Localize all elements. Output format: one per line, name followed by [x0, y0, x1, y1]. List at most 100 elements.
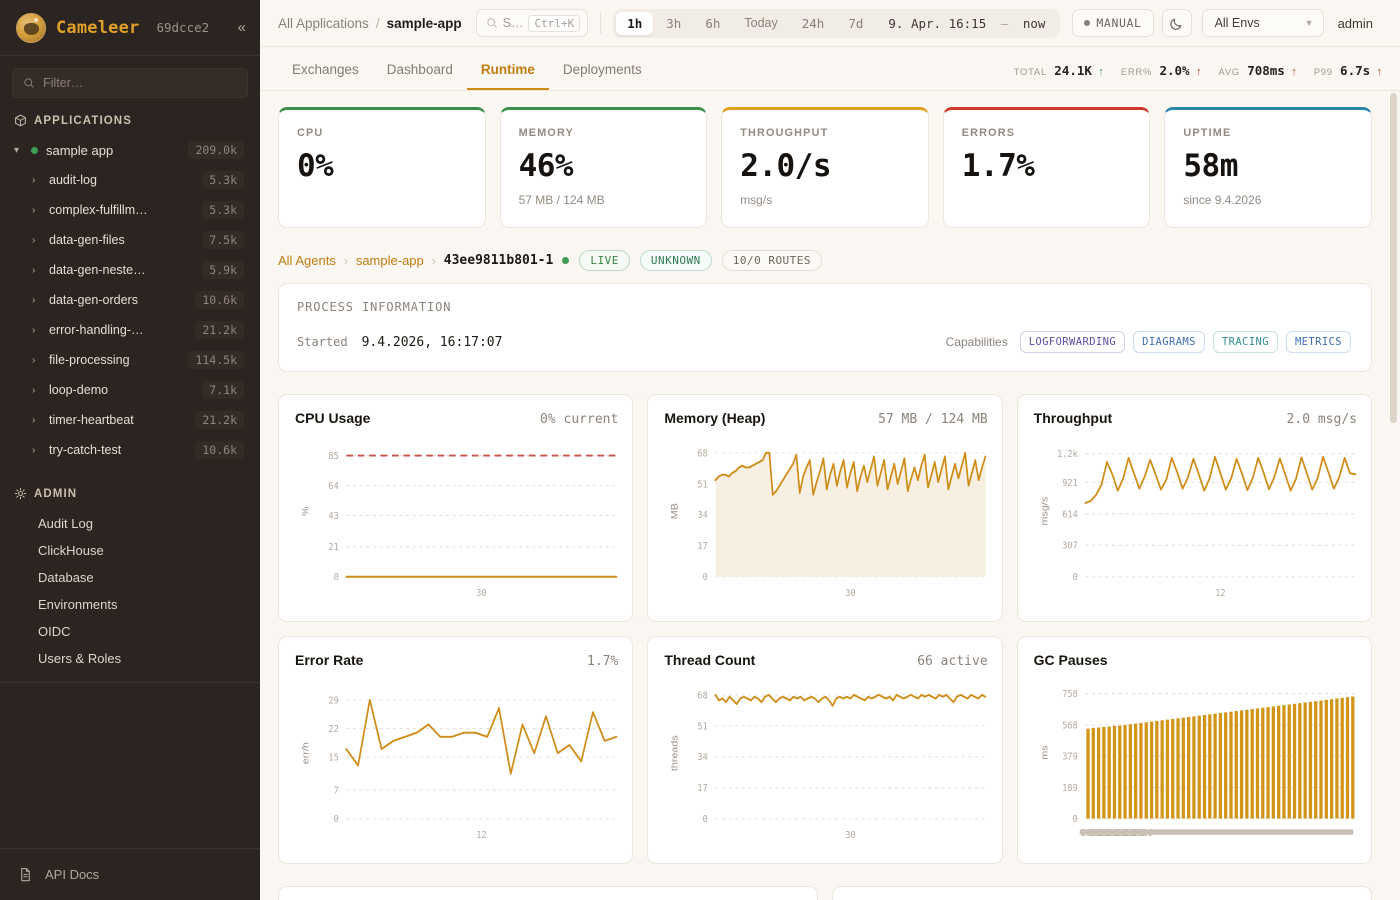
- sidebar-divider: [0, 682, 260, 683]
- sidebar-item-clickhouse[interactable]: ClickHouse: [38, 543, 104, 558]
- agent-id: 43ee9811b801-1: [443, 253, 554, 268]
- absolute-range[interactable]: 9. Apr. 16:15 – now: [876, 12, 1057, 35]
- svg-text:568: 568: [1062, 720, 1077, 732]
- process-information-row: Started 9.4.2026, 16:17:07 Capabilities …: [297, 331, 1351, 353]
- status-dot: [31, 146, 38, 154]
- environment-select[interactable]: All Envs ▼: [1201, 9, 1324, 37]
- sidebar-item-environments[interactable]: Environments: [38, 597, 118, 612]
- status-badge-routes[interactable]: 10/0 ROUTES: [721, 250, 823, 271]
- document-icon: [21, 867, 30, 882]
- sidebar-item-api-docs[interactable]: API Docs: [0, 848, 260, 900]
- tree-row-data-gen-nested[interactable]: › data-gen-neste… 5.9k: [10, 255, 250, 285]
- tree-row-error-handling[interactable]: › error-handling-… 21.2k: [10, 315, 250, 345]
- refresh-mode-button[interactable]: MANUAL: [1072, 9, 1154, 37]
- stat-label: P99: [1313, 67, 1333, 78]
- kpi-card-throughput: THROUGHPUT 2.0/s msg/s: [721, 107, 929, 228]
- tab-dashboard[interactable]: Dashboard: [386, 62, 453, 77]
- chart-plot-gc-pauses: 0189379568758ms2026202620262026202620262…: [1034, 678, 1357, 851]
- stat-label: AVG: [1218, 67, 1240, 78]
- tab-exchanges[interactable]: Exchanges: [292, 62, 359, 77]
- range-dash: –: [1000, 15, 1009, 31]
- status-badge-live[interactable]: LIVE: [579, 250, 630, 271]
- sidebar-item-oidc[interactable]: OIDC: [38, 624, 71, 639]
- tree-row-file-processing[interactable]: › file-processing 114.5k: [10, 345, 250, 375]
- capabilities-label: Capabilities: [945, 335, 1008, 349]
- chevron-right-icon: ›: [32, 354, 36, 366]
- tree-row-audit-log[interactable]: › audit-log 5.3k: [10, 165, 250, 195]
- theme-toggle-button[interactable]: [1161, 9, 1192, 37]
- svg-text:ms: ms: [1039, 745, 1049, 759]
- status-badge-unknown[interactable]: UNKNOWN: [639, 250, 712, 271]
- global-search[interactable]: S… Ctrl+K: [475, 9, 589, 37]
- vertical-scrollbar[interactable]: [1390, 93, 1397, 870]
- tree-label: data-gen-orders: [49, 293, 138, 307]
- tree-row-loop-demo[interactable]: › loop-demo 7.1k: [10, 375, 250, 405]
- tree-row-try-catch-test[interactable]: › try-catch-test 10.6k: [10, 435, 250, 465]
- range-6h[interactable]: 6h: [705, 15, 721, 31]
- search-icon: [486, 18, 497, 28]
- tree-row-sample-app[interactable]: ▾ sample app 209.0k: [10, 135, 250, 165]
- tree-row-data-gen-files[interactable]: › data-gen-files 7.5k: [10, 225, 250, 255]
- user-menu[interactable]: admin: [1337, 15, 1373, 31]
- search-placeholder: S…: [502, 16, 524, 30]
- svg-text:29: 29: [328, 696, 338, 707]
- svg-text:34: 34: [698, 753, 709, 764]
- tab-deployments[interactable]: Deployments: [562, 62, 642, 77]
- chevron-right-icon: ›: [32, 444, 36, 456]
- filter-box[interactable]: [12, 68, 248, 98]
- kpi-card-cpu: CPU 0%: [278, 107, 486, 228]
- tree-count: 114.5k: [188, 351, 244, 369]
- kpi-sub: since 9.4.2026: [1183, 193, 1262, 207]
- capability-tracing[interactable]: TRACING: [1212, 331, 1278, 353]
- tree-row-complex-fulfillment[interactable]: › complex-fulfillm… 5.3k: [10, 195, 250, 225]
- stat-value: 6.7s: [1340, 63, 1371, 78]
- svg-text:15: 15: [328, 753, 338, 764]
- tree-label: error-handling-…: [49, 323, 144, 337]
- chevrons-left-icon[interactable]: «: [237, 19, 246, 36]
- arrow-up-icon: ↑: [1291, 66, 1297, 78]
- capability-metrics[interactable]: METRICS: [1285, 331, 1351, 353]
- sidebar-item-users-roles[interactable]: Users & Roles: [38, 651, 122, 666]
- tree-row-timer-heartbeat[interactable]: › timer-heartbeat 21.2k: [10, 405, 250, 435]
- svg-text:43: 43: [328, 511, 338, 522]
- arrow-up-icon: ↑: [1195, 66, 1202, 78]
- breadcrumb-all-agents[interactable]: All Agents: [278, 253, 336, 268]
- breadcrumb-all-applications[interactable]: All Applications: [278, 15, 369, 31]
- svg-text:307: 307: [1062, 541, 1077, 552]
- started-value: 9.4.2026, 16:17:07: [361, 334, 503, 350]
- chart-title: Thread Count: [664, 652, 756, 668]
- tree-count: 5.3k: [202, 201, 244, 219]
- tree-row-data-gen-orders[interactable]: › data-gen-orders 10.6k: [10, 285, 250, 315]
- range-3h[interactable]: 3h: [666, 15, 682, 31]
- sidebar: Cameleer 69dcce2 « APPLICATIONS ▾: [0, 0, 260, 900]
- kpi-card-errors: ERRORS 1.7%: [942, 107, 1151, 228]
- tree-label: audit-log: [49, 173, 97, 187]
- breadcrumb-app[interactable]: sample-app: [355, 253, 424, 268]
- sidebar-item-database[interactable]: Database: [38, 570, 94, 585]
- tab-runtime[interactable]: Runtime: [466, 62, 549, 90]
- svg-text:12: 12: [1215, 589, 1225, 600]
- range-today[interactable]: Today: [744, 16, 778, 30]
- range-from: 9. Apr. 16:15: [888, 15, 987, 31]
- chart-title: CPU Usage: [295, 410, 371, 426]
- tree-count: 21.2k: [195, 321, 244, 339]
- chart-plot-thread-count: 0 17 34 51 68 threads 30: [664, 679, 987, 851]
- capability-logforwarding[interactable]: LOGFORWARDING: [1019, 331, 1126, 353]
- range-24h[interactable]: 24h: [801, 15, 825, 31]
- chart-title: Error Rate: [295, 652, 364, 668]
- content: CPU 0% MEMORY 46% 57 MB / 124 MB THROUGH…: [260, 91, 1400, 900]
- search-icon: [24, 78, 34, 88]
- capability-diagrams[interactable]: DIAGRAMS: [1133, 331, 1205, 353]
- chevron-right-icon: ›: [32, 234, 36, 246]
- range-7d[interactable]: 7d: [848, 15, 864, 31]
- svg-text:64: 64: [328, 482, 339, 493]
- filter-input[interactable]: [43, 76, 237, 90]
- range-1h[interactable]: 1h: [616, 11, 654, 35]
- scrollbar-thumb[interactable]: [1390, 93, 1397, 423]
- breadcrumb-separator: ›: [431, 253, 436, 268]
- chart-value: 1.7%: [587, 654, 619, 669]
- svg-text:85: 85: [328, 452, 338, 463]
- sidebar-item-audit-log[interactable]: Audit Log: [38, 516, 93, 531]
- content-scroll-area[interactable]: CPU 0% MEMORY 46% 57 MB / 124 MB THROUGH…: [260, 91, 1400, 900]
